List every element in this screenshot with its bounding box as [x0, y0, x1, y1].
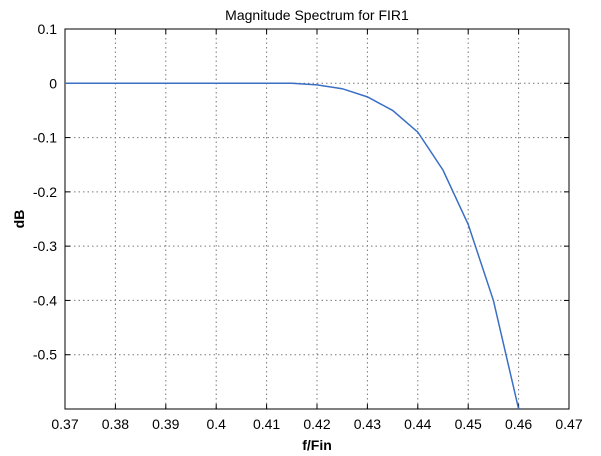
y-tick-label: -0.1 — [33, 130, 57, 146]
x-tick-labels: 0.37 0.38 0.39 0.4 0.41 0.42 0.43 0.44 0.45 0.46 0… — [51, 416, 582, 432]
x-tick-label: 0.41 — [253, 416, 280, 432]
y-tick-labels: 0.1 0 -0.1 -0.2 -0.3 -0.4 -0.5 — [33, 21, 57, 363]
y-axis-title: dB — [11, 210, 27, 229]
x-tick-label: 0.45 — [455, 416, 482, 432]
x-tick-label: 0.42 — [303, 416, 330, 432]
x-tick-label: 0.46 — [505, 416, 532, 432]
x-tick-label: 0.47 — [555, 416, 582, 432]
y-tick-label: 0 — [49, 75, 57, 91]
y-tick-label: -0.3 — [33, 238, 57, 254]
x-tick-label: 0.37 — [51, 416, 78, 432]
y-tick-label: 0.1 — [38, 21, 58, 37]
x-axis-title: f/Fin — [302, 437, 332, 453]
y-tick-label: -0.5 — [33, 347, 57, 363]
x-tick-label: 0.43 — [354, 416, 381, 432]
y-tick-label: -0.4 — [33, 292, 57, 308]
chart-title: Magnitude Spectrum for FIR1 — [225, 7, 409, 23]
x-tick-label: 0.4 — [206, 416, 226, 432]
y-tick-label: -0.2 — [33, 184, 57, 200]
grid — [65, 29, 569, 409]
series-line — [65, 82, 520, 410]
ticks — [64, 28, 570, 409]
x-tick-label: 0.44 — [404, 416, 431, 432]
x-tick-label: 0.39 — [152, 416, 179, 432]
x-tick-label: 0.38 — [102, 416, 129, 432]
